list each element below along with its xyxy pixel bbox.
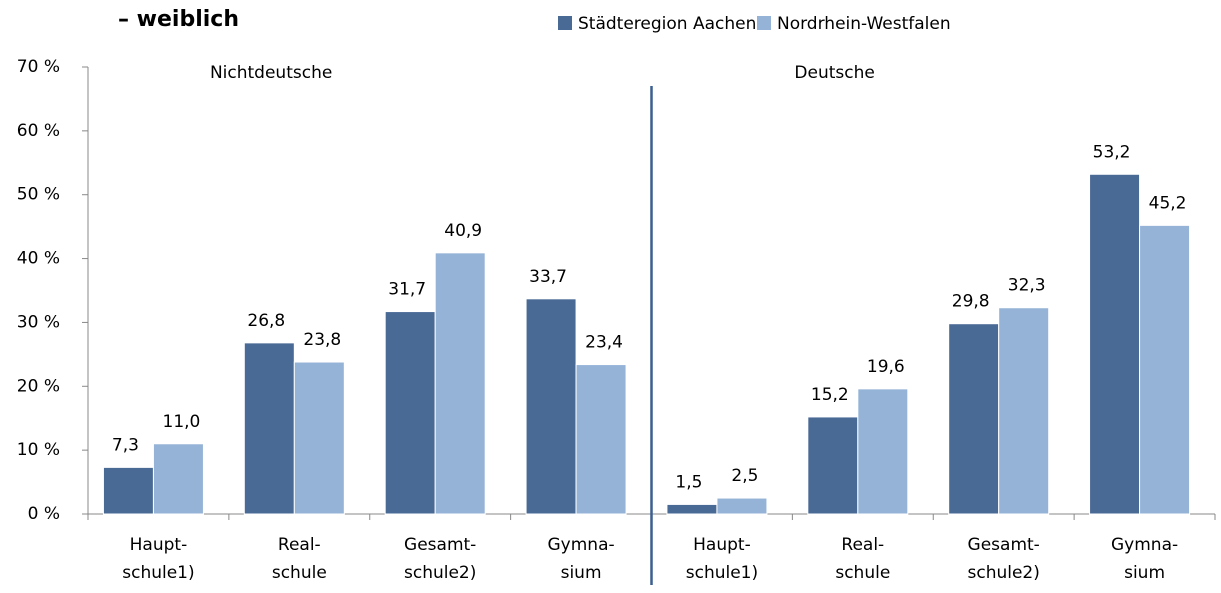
value-label: 45,2 bbox=[1149, 193, 1187, 213]
bar bbox=[293, 361, 345, 515]
x-tick-label: sium bbox=[1124, 563, 1165, 583]
bar bbox=[1089, 173, 1141, 515]
y-tick-label: 0 % bbox=[28, 504, 60, 524]
x-tick-label: schule1) bbox=[122, 563, 194, 583]
y-tick-label: 60 % bbox=[17, 121, 60, 141]
value-label: 1,5 bbox=[675, 472, 702, 492]
bar bbox=[716, 497, 768, 515]
x-tick-label: Gesamt- bbox=[404, 535, 476, 555]
bar bbox=[434, 252, 486, 515]
value-label: 53,2 bbox=[1093, 142, 1131, 162]
x-tick-label: schule2) bbox=[967, 563, 1039, 583]
bar bbox=[807, 416, 859, 515]
chart-title: – weiblich bbox=[118, 7, 239, 32]
value-label: 23,8 bbox=[303, 330, 341, 350]
value-label: 31,7 bbox=[388, 280, 426, 300]
bar bbox=[152, 443, 204, 515]
bar bbox=[102, 466, 154, 515]
value-label: 15,2 bbox=[811, 385, 849, 405]
bar bbox=[384, 311, 436, 515]
value-label: 2,5 bbox=[731, 466, 758, 486]
bar bbox=[243, 342, 295, 515]
x-tick-label: Haupt- bbox=[693, 535, 751, 555]
bar bbox=[998, 307, 1050, 515]
y-tick-label: 20 % bbox=[17, 376, 60, 396]
bar bbox=[525, 298, 577, 515]
bar bbox=[1139, 224, 1191, 515]
bar bbox=[857, 388, 909, 515]
x-tick-label: Gesamt- bbox=[968, 535, 1040, 555]
y-tick-label: 30 % bbox=[17, 312, 60, 332]
y-tick-label: 50 % bbox=[17, 185, 60, 205]
value-label: 23,4 bbox=[585, 333, 623, 353]
value-label: 40,9 bbox=[444, 221, 482, 241]
x-tick-label: schule bbox=[272, 563, 327, 583]
y-tick-label: 10 % bbox=[17, 440, 60, 460]
group-label: Deutsche bbox=[794, 63, 874, 83]
x-tick-label: Real- bbox=[278, 535, 321, 555]
value-label: 26,8 bbox=[247, 311, 285, 331]
x-tick-label: Gymna- bbox=[1111, 535, 1178, 555]
x-tick-label: Real- bbox=[841, 535, 884, 555]
legend-swatch bbox=[558, 16, 572, 30]
value-label: 19,6 bbox=[867, 357, 905, 377]
x-tick-label: sium bbox=[561, 563, 602, 583]
x-tick-label: schule1) bbox=[686, 563, 758, 583]
value-label: 33,7 bbox=[529, 267, 567, 287]
bar bbox=[666, 503, 718, 515]
y-tick-label: 40 % bbox=[17, 249, 60, 269]
legend-swatch bbox=[757, 16, 771, 30]
legend-label: Nordrhein-Westfalen bbox=[777, 14, 951, 34]
bar bbox=[948, 323, 1000, 515]
y-tick-label: 70 % bbox=[17, 57, 60, 77]
group-label: Nichtdeutsche bbox=[210, 63, 332, 83]
value-label: 11,0 bbox=[163, 412, 201, 432]
x-tick-label: schule2) bbox=[404, 563, 476, 583]
x-tick-label: Gymna- bbox=[548, 535, 615, 555]
x-tick-label: schule bbox=[835, 563, 890, 583]
value-label: 7,3 bbox=[112, 435, 139, 455]
bar bbox=[575, 364, 627, 515]
x-tick-label: Haupt- bbox=[130, 535, 188, 555]
legend-label: Städteregion Aachen bbox=[578, 14, 756, 34]
value-label: 32,3 bbox=[1008, 276, 1046, 296]
value-label: 29,8 bbox=[952, 292, 990, 312]
